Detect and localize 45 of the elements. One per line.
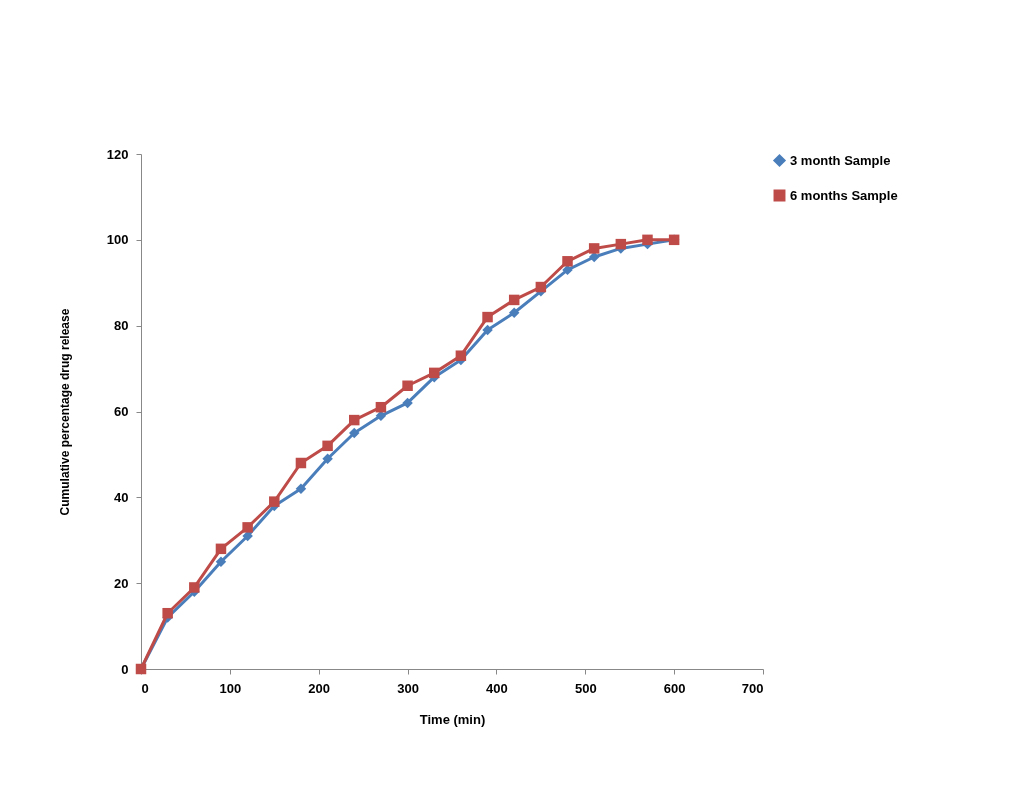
point xyxy=(588,243,600,254)
y-tick-label: 40 xyxy=(114,489,129,505)
y-tick-label: 20 xyxy=(114,575,129,591)
point xyxy=(455,350,467,361)
y-tick-label: 120 xyxy=(106,146,129,162)
x-tick-label: 100 xyxy=(219,680,242,696)
x-tick-label: 300 xyxy=(397,680,419,696)
point xyxy=(402,397,413,409)
x-tick-label: 700 xyxy=(741,680,764,696)
point xyxy=(322,453,333,464)
point xyxy=(269,496,280,507)
y-tick-label: 100 xyxy=(106,232,129,248)
y-axis-title: Cumulative percentage drug release xyxy=(57,308,72,516)
point xyxy=(242,522,253,533)
point xyxy=(162,607,173,619)
point xyxy=(535,281,547,293)
point xyxy=(508,307,520,319)
x-axis-title: Time (min) xyxy=(419,711,486,727)
y-tick-label: 80 xyxy=(114,318,129,334)
point xyxy=(295,483,307,494)
point xyxy=(215,556,227,567)
x-tick-label: 400 xyxy=(486,680,508,696)
point xyxy=(349,427,360,439)
point xyxy=(482,324,493,336)
legend-label: 3 month Sample xyxy=(790,152,891,168)
point xyxy=(189,582,200,593)
legend-label: 6 months Sample xyxy=(790,187,898,203)
point xyxy=(562,256,573,267)
point xyxy=(615,238,627,250)
point xyxy=(642,234,653,246)
point xyxy=(508,294,520,306)
point xyxy=(215,543,227,555)
x-tick-label: 500 xyxy=(574,680,597,696)
point xyxy=(402,380,413,391)
point xyxy=(428,367,440,379)
point xyxy=(482,311,493,323)
x-tick-label: 200 xyxy=(308,680,331,696)
point xyxy=(375,401,387,413)
y-tick-label: 0 xyxy=(121,661,129,677)
y-tick-label: 60 xyxy=(114,404,129,419)
point xyxy=(349,414,360,426)
x-tick-label: 600 xyxy=(663,680,686,696)
point xyxy=(295,457,307,469)
point xyxy=(322,440,333,452)
x-tick-label: 0 xyxy=(141,680,149,696)
